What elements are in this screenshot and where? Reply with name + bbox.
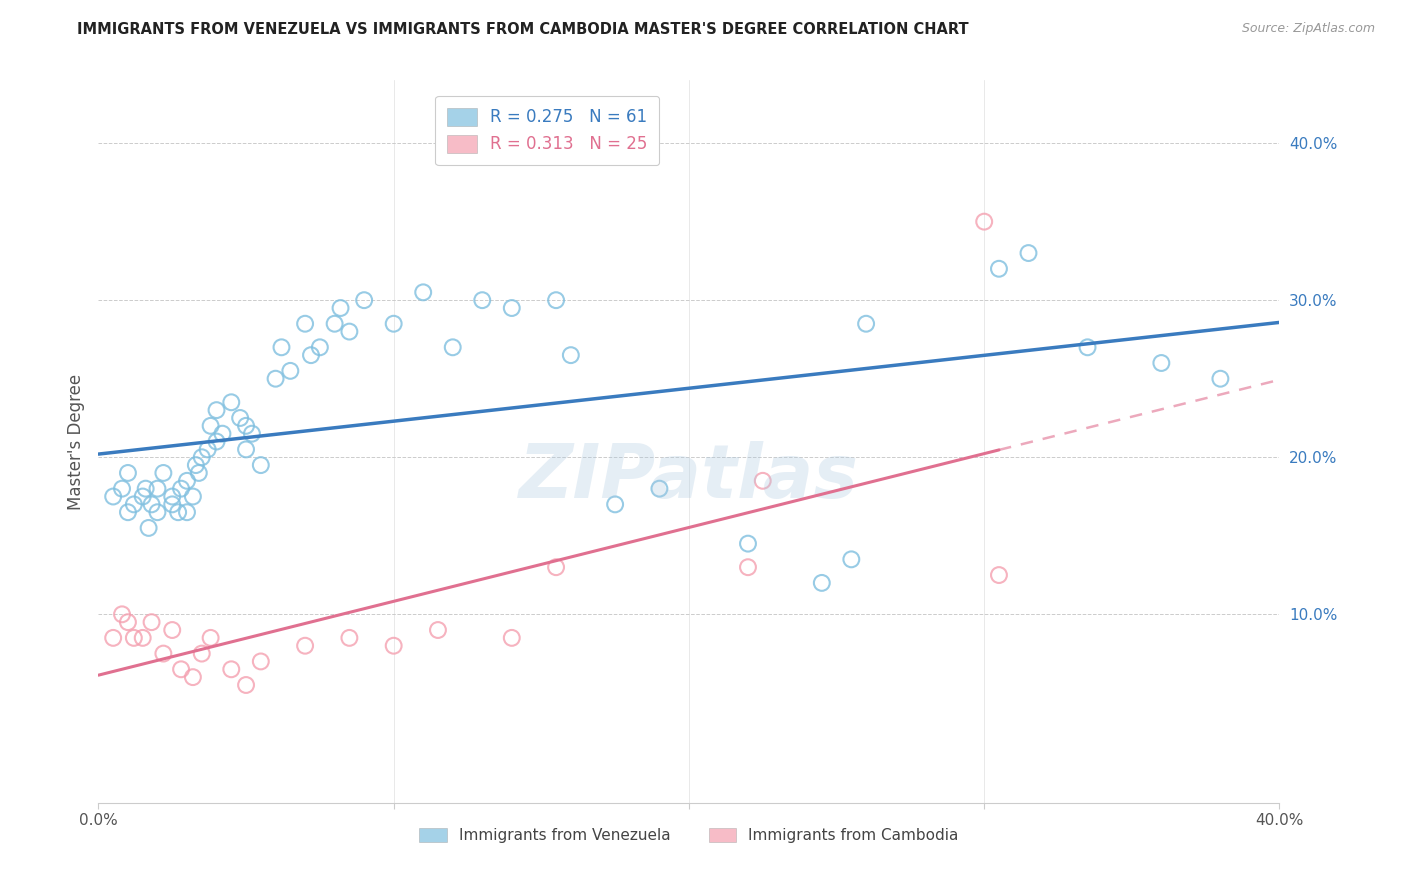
Point xyxy=(205,403,228,417)
Point xyxy=(122,497,145,511)
Point xyxy=(170,662,193,676)
Point xyxy=(264,372,287,386)
Point xyxy=(138,521,160,535)
Point xyxy=(181,670,204,684)
Point xyxy=(162,490,183,504)
Point xyxy=(353,293,375,308)
Point xyxy=(162,497,183,511)
Point xyxy=(250,458,273,472)
Point xyxy=(546,293,568,308)
Point xyxy=(221,395,243,409)
Point xyxy=(855,317,877,331)
Point xyxy=(187,466,209,480)
Point xyxy=(501,301,523,315)
Point xyxy=(737,560,759,574)
Point xyxy=(546,560,568,574)
Point xyxy=(146,482,169,496)
Point xyxy=(176,505,198,519)
Point xyxy=(560,348,582,362)
Point xyxy=(141,615,163,630)
Point xyxy=(294,639,316,653)
Point xyxy=(170,482,193,496)
Text: IMMIGRANTS FROM VENEZUELA VS IMMIGRANTS FROM CAMBODIA MASTER'S DEGREE CORRELATIO: IMMIGRANTS FROM VENEZUELA VS IMMIGRANTS … xyxy=(77,22,969,37)
Point xyxy=(471,293,494,308)
Legend: Immigrants from Venezuela, Immigrants from Cambodia: Immigrants from Venezuela, Immigrants fr… xyxy=(413,822,965,849)
Y-axis label: Master's Degree: Master's Degree xyxy=(66,374,84,509)
Point xyxy=(1150,356,1173,370)
Point xyxy=(973,214,995,228)
Point xyxy=(235,678,257,692)
Point xyxy=(191,647,214,661)
Point xyxy=(299,348,322,362)
Point xyxy=(191,450,214,465)
Point xyxy=(810,575,832,590)
Point xyxy=(737,536,759,550)
Point xyxy=(205,434,228,449)
Point xyxy=(235,418,257,433)
Point xyxy=(250,655,273,669)
Point xyxy=(294,317,316,331)
Point xyxy=(412,285,434,300)
Point xyxy=(117,505,139,519)
Point xyxy=(270,340,292,354)
Point xyxy=(841,552,863,566)
Point xyxy=(181,490,204,504)
Point xyxy=(988,568,1011,582)
Point xyxy=(988,261,1011,276)
Point xyxy=(141,497,163,511)
Point xyxy=(200,631,222,645)
Point xyxy=(111,607,134,622)
Point xyxy=(309,340,332,354)
Point xyxy=(146,505,169,519)
Point xyxy=(132,490,155,504)
Point xyxy=(323,317,346,331)
Point xyxy=(501,631,523,645)
Point xyxy=(427,623,450,637)
Point xyxy=(1018,246,1040,260)
Point xyxy=(329,301,352,315)
Point xyxy=(240,426,263,441)
Point xyxy=(752,474,775,488)
Point xyxy=(167,505,190,519)
Point xyxy=(221,662,243,676)
Point xyxy=(605,497,627,511)
Point xyxy=(103,631,125,645)
Point xyxy=(280,364,302,378)
Point xyxy=(152,647,174,661)
Point xyxy=(235,442,257,457)
Point xyxy=(111,482,134,496)
Point xyxy=(152,466,174,480)
Text: ZIPatlas: ZIPatlas xyxy=(519,442,859,514)
Point xyxy=(135,482,157,496)
Point xyxy=(184,458,207,472)
Point xyxy=(132,631,155,645)
Point xyxy=(382,639,405,653)
Point xyxy=(339,631,361,645)
Point xyxy=(197,442,219,457)
Point xyxy=(122,631,145,645)
Point xyxy=(1209,372,1232,386)
Text: Source: ZipAtlas.com: Source: ZipAtlas.com xyxy=(1241,22,1375,36)
Point xyxy=(162,623,183,637)
Point xyxy=(176,474,198,488)
Point xyxy=(200,418,222,433)
Point xyxy=(441,340,464,354)
Point xyxy=(1077,340,1099,354)
Point xyxy=(229,411,252,425)
Point xyxy=(117,466,139,480)
Point xyxy=(382,317,405,331)
Point xyxy=(648,482,671,496)
Point xyxy=(103,490,125,504)
Point xyxy=(117,615,139,630)
Point xyxy=(211,426,233,441)
Point xyxy=(339,325,361,339)
